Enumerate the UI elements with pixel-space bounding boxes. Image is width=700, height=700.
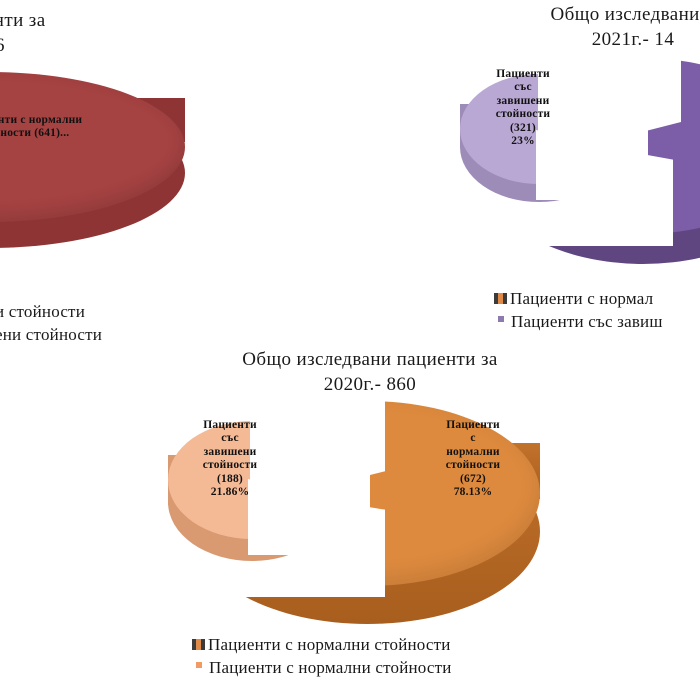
legend-item-normal[interactable]: Пациенти с нормал [494, 287, 663, 310]
legend-label: Пациенти с нормал [510, 288, 654, 308]
legend-item-elevated[interactable]: Пациенти с нормални стойности [192, 656, 452, 679]
pie-chart-2020: Общо изследвани пациенти за 2020г.- 860 … [150, 345, 590, 700]
chart-2021-title-line2: 2021г.- 14 [591, 29, 675, 50]
chart-2022-pie-graphic: Пациенти с нормални стойности (641)... [0, 72, 185, 257]
chart-2020-title-line1: Общо изследвани пациенти за [242, 349, 498, 370]
slice-label-line: стойности [202, 459, 258, 472]
slice-label-2021-elevated: Пациенти със завишени стойности (321) 23… [468, 68, 578, 148]
pie-chart-2021: Общо изследвани п 2021г.- 14 Пациенти съ… [458, 0, 700, 345]
slice-label-line: със [514, 81, 532, 94]
legend-marker-bowtie-icon [494, 293, 507, 304]
slice-label-2020-normal: Пациенти с нормални стойности (672) 78.1… [418, 419, 528, 499]
chart-2020-title: Общо изследвани пациенти за 2020г.- 860 [150, 347, 590, 397]
chart-2022-legend: и стойности ени стойности [0, 300, 102, 346]
legend-label: Пациенти със завиш [511, 311, 663, 331]
legend-label: Пациенти с нормални стойности [208, 634, 451, 654]
slice-label-line: Пациенти [496, 68, 550, 80]
legend-label: и стойности [0, 301, 85, 321]
slice-label-line: стойности [495, 108, 551, 121]
chart-2021-legend: Пациенти с нормал Пациенти със завиш [494, 287, 663, 333]
slice-label-line: (188) [217, 472, 243, 485]
pie-chart-2022: пациенти за 56 Пациенти с нормални стойн… [0, 0, 195, 360]
slice-label-2022-normal: Пациенти с нормални стойности (641)... [0, 114, 83, 140]
legend-item-elevated[interactable]: Пациенти със завиш [494, 310, 663, 333]
chart-2020-legend: Пациенти с нормални стойности Пациенти с… [192, 633, 452, 679]
slice-label-line: завишени [496, 94, 550, 107]
slice-label-line: 21.86% [210, 486, 250, 499]
slice-label-line: 78.13% [453, 486, 493, 499]
slice-label-line: Пациенти [446, 419, 500, 431]
chart-2020-pie-graphic: Пациенти със завишени стойности (188) 21… [150, 397, 590, 627]
slice-label-line: Пациенти [203, 419, 257, 431]
legend-label: Пациенти с нормални стойности [209, 657, 452, 677]
chart-2020-title-line2: 2020г.- 860 [323, 374, 417, 395]
legend-marker-bowtie-icon [192, 639, 205, 650]
chart-2022-title-line1: пациенти за [0, 10, 46, 31]
chart-2022-title: пациенти за 56 [0, 8, 195, 58]
legend-label: ени стойности [0, 324, 103, 344]
chart-2022-title-line2: 56 [0, 33, 195, 58]
slice-label-line: (321) [510, 121, 536, 134]
legend-item-normal[interactable]: Пациенти с нормални стойности [192, 633, 452, 656]
slice-label-line: (672) [460, 472, 486, 485]
legend-item[interactable]: ени стойности [0, 323, 102, 346]
slice-label-2020-elevated: Пациенти със завишени стойности (188) 21… [176, 419, 284, 499]
legend-marker-square-icon [192, 661, 206, 674]
slice-label-line: нормални [446, 445, 500, 458]
chart-2021-pie-graphic: Пациенти със завишени стойности (321) 23… [458, 52, 700, 292]
slice-label-line: с [470, 432, 476, 445]
legend-marker-square-icon [494, 315, 508, 328]
slice-label-line: завишени [203, 445, 257, 458]
slice-label-line: със [221, 432, 239, 445]
chart-2021-title: Общо изследвани п 2021г.- 14 [458, 2, 700, 52]
slice-label-line: стойности [445, 459, 501, 472]
legend-item[interactable]: и стойности [0, 300, 102, 323]
slice-label-line: 23% [511, 135, 535, 148]
chart-2021-title-line1: Общо изследвани п [550, 4, 700, 25]
